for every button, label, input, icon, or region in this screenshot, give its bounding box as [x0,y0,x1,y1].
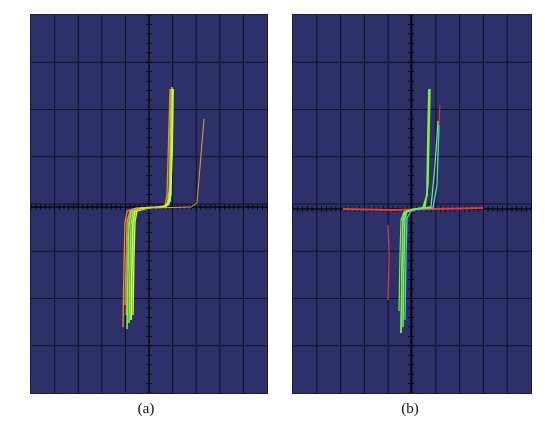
trace-b-red-vertical-right [438,104,441,126]
trace-b-cyan-1 [404,124,440,321]
iv-trace-plot-a [31,15,267,393]
trace-a-thin-orange [124,118,205,306]
oscilloscope-screen-b [292,14,532,394]
panel-a-caption: (a) [137,401,155,417]
trace-b-green-2 [402,88,431,328]
oscilloscope-screen-a [30,14,268,394]
panel-b-caption: (b) [401,401,419,417]
trace-b-green-3 [398,120,439,312]
trace-b-red-vertical-left [387,224,390,301]
iv-trace-plot-b [293,15,531,393]
